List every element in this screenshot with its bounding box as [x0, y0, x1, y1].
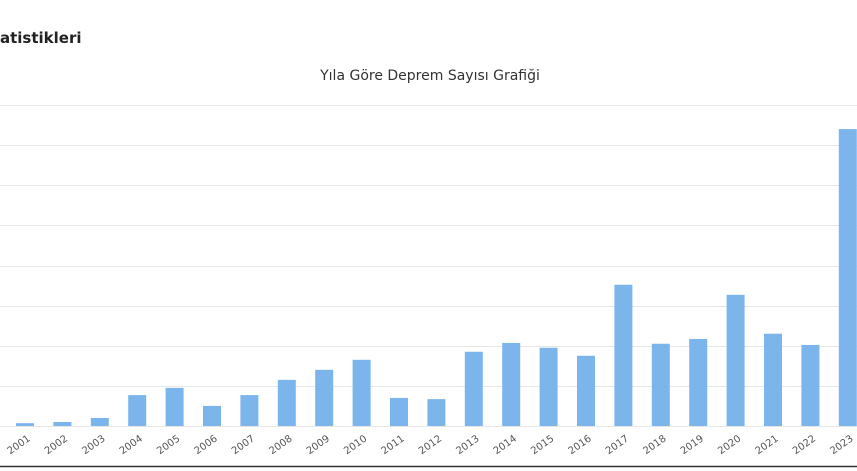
x-tick-label: 2019 — [679, 433, 706, 457]
bar — [90, 417, 109, 426]
bar — [577, 355, 595, 426]
x-tick-label: 2005 — [155, 433, 182, 457]
x-tick-label: 2011 — [380, 433, 407, 457]
x-tick-label: 2022 — [791, 433, 818, 457]
x-tick-label: 2021 — [754, 433, 781, 457]
x-tick-label: 2020 — [716, 433, 743, 457]
bar — [203, 405, 221, 426]
bar — [165, 387, 184, 426]
x-tick-label: 2007 — [230, 433, 257, 457]
x-tick-label: 2008 — [267, 433, 294, 457]
x-tick-label: 2016 — [567, 433, 594, 457]
x-tick-label: 2004 — [118, 433, 145, 457]
x-tick-label: 2001 — [6, 433, 33, 457]
page-heading: atistikleri — [0, 29, 82, 47]
bar — [651, 343, 670, 426]
bar — [53, 421, 72, 426]
bar — [390, 397, 408, 426]
bar — [352, 359, 371, 426]
x-tick-label: 2015 — [529, 433, 556, 457]
bar — [726, 294, 745, 426]
x-tick-label: 2012 — [417, 433, 444, 457]
x-tick-label: 2009 — [305, 433, 332, 457]
bar — [277, 379, 296, 426]
bar — [427, 399, 446, 426]
bar — [16, 423, 34, 426]
bar — [464, 351, 483, 426]
x-tick-label: 2014 — [492, 433, 519, 457]
bar — [539, 347, 558, 426]
x-tick-label: 2010 — [342, 433, 369, 457]
bar — [315, 369, 334, 426]
bar — [689, 338, 708, 426]
bar — [240, 395, 259, 426]
x-tick-label: 2013 — [454, 433, 481, 457]
x-tick-label: 2023 — [828, 433, 855, 457]
x-tick-label: 2006 — [193, 433, 220, 457]
x-tick-label: 2003 — [80, 433, 107, 457]
bar — [502, 342, 521, 426]
bar — [614, 284, 633, 426]
x-tick-label: 2018 — [641, 433, 668, 457]
chart-title: Yıla Göre Deprem Sayısı Grafiği — [319, 68, 540, 84]
bar — [764, 333, 782, 426]
x-tick-label: 2002 — [43, 433, 70, 457]
x-tick-label: 2017 — [604, 433, 631, 457]
bar — [801, 344, 820, 426]
bar — [838, 129, 857, 426]
bar — [128, 395, 147, 426]
